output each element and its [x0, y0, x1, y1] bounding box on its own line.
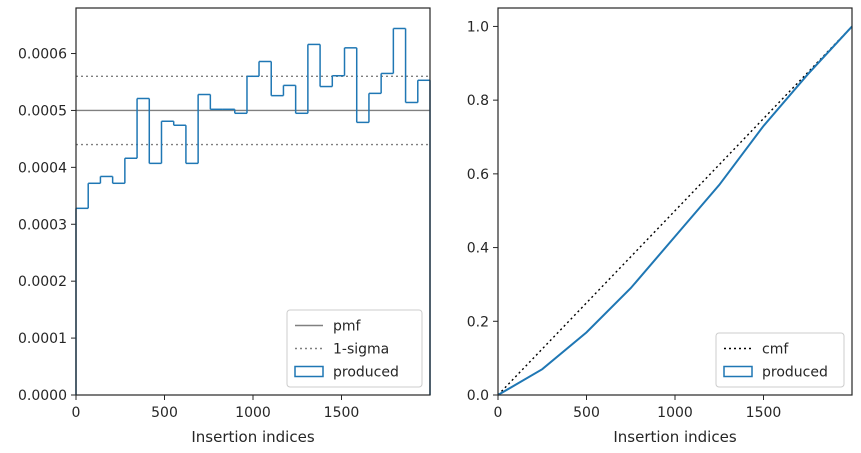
y-tick-label: 0.0002 [18, 274, 67, 290]
y-tick-label: 0.0003 [18, 217, 67, 233]
x-tick-label: 0 [72, 405, 81, 421]
x-tick-label: 0 [494, 405, 503, 421]
legend-label: 1-sigma [333, 342, 389, 358]
axes-frame [75, 7, 431, 396]
legend-label: produced [762, 365, 828, 381]
x-tick-label: 500 [151, 405, 178, 421]
x-tick-label: 1000 [657, 405, 693, 421]
y-tick-label: 0.0004 [18, 160, 67, 176]
x-tick-label: 500 [573, 405, 600, 421]
y-tick-label: 0.0005 [18, 103, 67, 119]
y-tick-label: 0.0 [467, 388, 489, 404]
y-tick-label: 0.6 [467, 167, 489, 183]
x-axis-label: Insertion indices [613, 428, 736, 446]
legend-label: cmf [762, 342, 789, 358]
series-line [497, 25, 853, 396]
y-tick-label: 0.0006 [18, 47, 67, 63]
legend-label: produced [333, 365, 399, 381]
x-tick-label: 1500 [746, 405, 782, 421]
legend-swatch [294, 365, 324, 378]
y-tick-label: 0.0000 [18, 388, 67, 404]
y-tick-label: 1.0 [467, 19, 489, 35]
y-tick-label: 0.0001 [18, 331, 67, 347]
legend-box [715, 332, 845, 388]
legend-box [286, 309, 423, 388]
series-line [497, 25, 853, 396]
axes-frame [497, 7, 853, 396]
legend-label: pmf [333, 319, 362, 335]
legend-swatch [723, 365, 753, 378]
x-tick-label: 1000 [235, 405, 271, 421]
panel: 0 500 1000 1500 0.0 0.2 0.4 0.6 0.8 1.0 Insertion … [467, 7, 853, 446]
y-tick-label: 0.2 [467, 314, 489, 330]
panel: 0 500 1000 1500 0.0000 0.0001 0.0002 0.0003 0.00… [18, 7, 431, 446]
y-tick-label: 0.8 [467, 93, 489, 109]
x-tick-label: 1500 [324, 405, 360, 421]
x-axis-label: Insertion indices [191, 428, 314, 446]
y-tick-label: 0.4 [467, 241, 489, 257]
